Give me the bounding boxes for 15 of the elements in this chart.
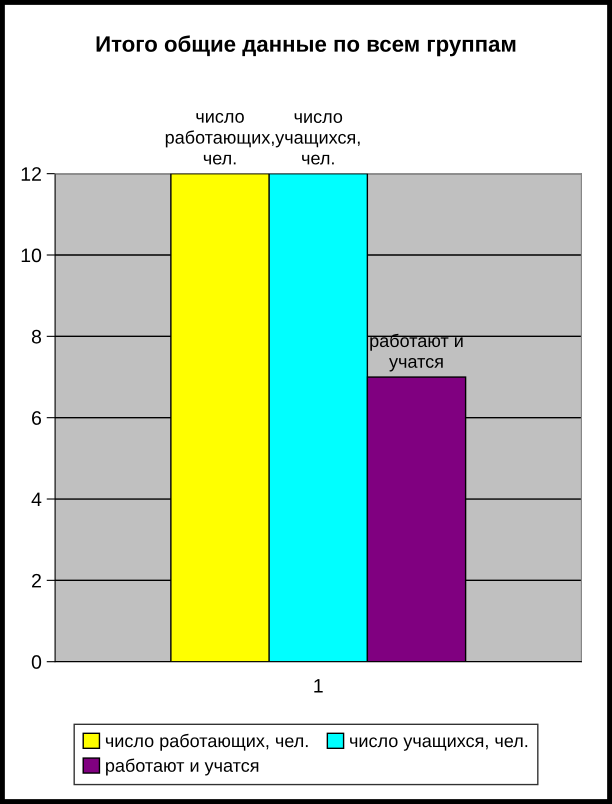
y-tick-label: 6 [32,411,42,425]
data-label: число учащихся, чел. [275,113,360,165]
x-tick-label: 1 [314,679,323,692]
legend-label: число учащихся, чел. [350,737,528,751]
legend-label: число работающих, чел. [106,734,308,751]
y-tick-label: 2 [32,574,41,588]
y-tick-label: 8 [32,330,42,344]
data-label: работают и учатся [370,334,463,372]
y-tick-label: 12 [22,167,41,181]
legend-label: работают и учатся [106,758,258,776]
y-tick-label: 10 [22,248,42,262]
data-label: число работающих, чел. [166,112,274,165]
chart-title: Итого общие данные по всем группам [96,35,516,56]
y-tick-label: 0 [32,655,42,669]
y-tick-label: 4 [32,492,42,506]
